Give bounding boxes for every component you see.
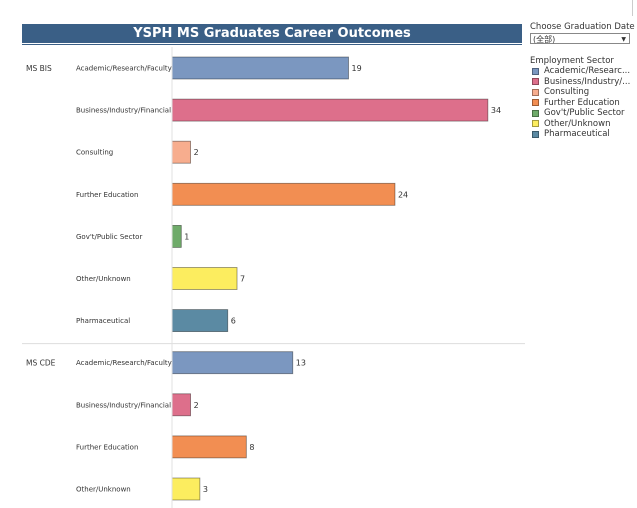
bar[interactable] bbox=[171, 393, 191, 417]
filter-title: Choose Graduation Date bbox=[530, 22, 635, 32]
legend-label: Business/Industry/... bbox=[544, 76, 631, 87]
value-label: 6 bbox=[231, 317, 236, 326]
value-label: 8 bbox=[249, 443, 254, 452]
legend-item[interactable]: Pharmaceutical bbox=[532, 129, 636, 140]
group-label: MS CDE bbox=[26, 359, 56, 368]
category-label: Other/Unknown bbox=[76, 275, 131, 283]
legend-swatch bbox=[532, 67, 539, 75]
graduation-date-select[interactable]: (全部) ▼ bbox=[530, 33, 630, 44]
bar[interactable] bbox=[171, 182, 396, 206]
bar[interactable] bbox=[171, 224, 182, 248]
value-label: 7 bbox=[240, 275, 245, 284]
legend-swatch bbox=[532, 130, 539, 138]
bar[interactable] bbox=[171, 140, 191, 164]
filter-selected-value: (全部) bbox=[533, 35, 556, 44]
legend-label: Gov't/Public Sector bbox=[544, 108, 625, 119]
bar-chart: Academic/Research/Faculty 19 Business/Indu… bbox=[22, 47, 525, 508]
legend-label: Academic/Researc... bbox=[544, 66, 631, 77]
bar[interactable] bbox=[171, 477, 201, 501]
value-label: 34 bbox=[491, 106, 501, 115]
legend-swatch bbox=[532, 109, 539, 117]
value-label: 2 bbox=[194, 148, 199, 157]
legend-title: Employment Sector bbox=[530, 56, 614, 66]
group-label: MS BIS bbox=[26, 64, 52, 73]
legend-label: Further Education bbox=[544, 97, 620, 108]
value-label: 19 bbox=[352, 64, 362, 73]
value-label: 1 bbox=[184, 232, 189, 241]
title-divider bbox=[22, 44, 522, 45]
category-label: Business/Industry/Financial bbox=[76, 401, 171, 409]
category-label: Gov't/Public Sector bbox=[76, 233, 142, 241]
legend-label: Consulting bbox=[544, 87, 590, 98]
legend-item[interactable]: Academic/Researc... bbox=[532, 66, 636, 77]
category-label: Academic/Research/Faculty bbox=[76, 65, 172, 73]
category-label: Consulting bbox=[76, 149, 113, 157]
bar[interactable] bbox=[171, 351, 294, 375]
chart-title: YSPH MS Graduates Career Outcomes bbox=[22, 24, 522, 43]
legend-swatch bbox=[532, 120, 539, 128]
bar[interactable] bbox=[171, 435, 247, 459]
value-label: 24 bbox=[398, 190, 408, 199]
legend-item[interactable]: Other/Unknown bbox=[532, 119, 636, 130]
legend-label: Pharmaceutical bbox=[544, 129, 610, 140]
bar[interactable] bbox=[171, 309, 229, 333]
legend-item[interactable]: Gov't/Public Sector bbox=[532, 108, 636, 119]
legend-item[interactable]: Further Education bbox=[532, 98, 636, 109]
legend-swatch bbox=[532, 99, 539, 107]
category-label: Academic/Research/Faculty bbox=[76, 359, 172, 367]
legend-label: Other/Unknown bbox=[544, 118, 611, 129]
value-label: 2 bbox=[194, 401, 199, 410]
legend-swatch bbox=[532, 78, 539, 86]
bar[interactable] bbox=[171, 267, 238, 290]
bar[interactable] bbox=[171, 98, 489, 122]
bar[interactable] bbox=[171, 56, 349, 80]
legend-item[interactable]: Business/Industry/... bbox=[532, 77, 636, 88]
value-label: 13 bbox=[296, 359, 306, 368]
category-label: Further Education bbox=[76, 443, 138, 451]
legend-swatch bbox=[532, 88, 539, 96]
category-label: Other/Unknown bbox=[76, 486, 131, 494]
category-label: Business/Industry/Financial bbox=[76, 107, 171, 115]
category-label: Pharmaceutical bbox=[76, 317, 130, 325]
chevron-down-icon[interactable]: ▼ bbox=[621, 36, 626, 43]
value-label: 3 bbox=[203, 485, 208, 494]
category-label: Further Education bbox=[76, 191, 138, 199]
legend-item[interactable]: Consulting bbox=[532, 87, 636, 98]
scrollbar-edge bbox=[632, 0, 633, 16]
legend: Academic/Researc... Business/Industry/...… bbox=[532, 66, 636, 140]
